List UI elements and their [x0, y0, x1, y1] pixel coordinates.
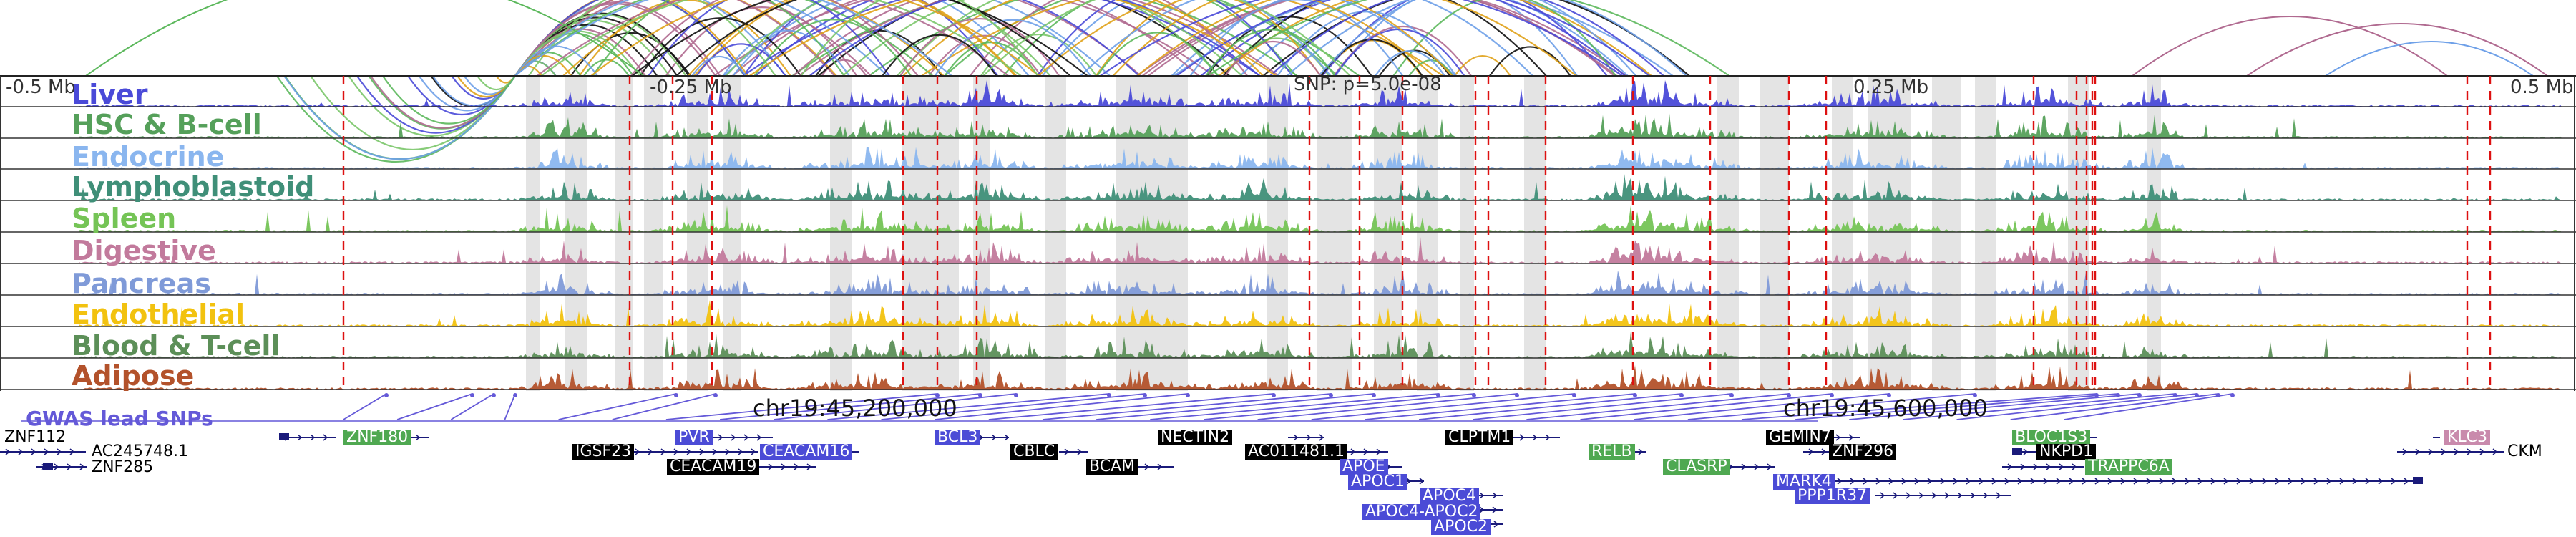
track-label-lymphoblastoid: Lymphoblastoid — [72, 171, 315, 203]
track-label-adipose: Adipose — [72, 360, 195, 392]
gene-label-klc3[interactable]: KLC3 — [2444, 430, 2491, 445]
gene-label-nkpd1[interactable]: NKPD1 — [2036, 444, 2097, 460]
coord-right: 0.5 Mb — [2510, 77, 2574, 98]
gene-label-znf285[interactable]: ZNF285 — [92, 458, 154, 476]
gene-label-apoc2[interactable]: APOC2 — [1431, 519, 1491, 535]
coord-snp: SNP: p=5.0e-08 — [1294, 74, 1442, 95]
track-label-endocrine: Endocrine — [72, 141, 225, 173]
gene-label-ckm[interactable]: CKM — [2507, 442, 2542, 460]
track-label-hsc-b-cell: HSC & B-cell — [72, 109, 262, 140]
track-label-pancreas: Pancreas — [72, 268, 211, 299]
coord-minus-025: -0.25 Mb — [650, 77, 732, 98]
gene-label-clasrp[interactable]: CLASRP — [1663, 459, 1730, 475]
gene-label-trappc6a[interactable]: TRAPPC6A — [2085, 459, 2172, 475]
track-label-spleen: Spleen — [72, 203, 177, 234]
gene-label-apoc4[interactable]: APOC4 — [1420, 488, 1479, 504]
gene-label-cblc[interactable]: CBLC — [1010, 444, 1058, 460]
gene-label-ac011481-1[interactable]: AC011481.1 — [1245, 444, 1347, 460]
gene-label-ppp1r37[interactable]: PPP1R37 — [1795, 488, 1870, 504]
track-label-endothelial: Endothelial — [72, 299, 245, 330]
track-label-blood-t-cell: Blood & T-cell — [72, 330, 280, 362]
gene-label-bloc1s3[interactable]: BLOC1S3 — [2012, 430, 2091, 445]
chr-coordinate-b: chr19:45,600,000 — [1783, 395, 1988, 422]
gene-label-ceacam19[interactable]: CEACAM19 — [667, 459, 760, 475]
track-label-digestive: Digestive — [72, 235, 216, 266]
gene-label-bcam[interactable]: BCAM — [1086, 459, 1138, 475]
gene-label-znf180[interactable]: ZNF180 — [343, 430, 411, 445]
gene-label-apoe[interactable]: APOE — [1340, 459, 1388, 475]
gene-label-ac245748-1[interactable]: AC245748.1 — [92, 442, 188, 460]
gene-label-ceacam16[interactable]: CEACAM16 — [760, 444, 853, 460]
coord-left: -0.5 Mb — [6, 77, 76, 98]
track-label-liver: Liver — [72, 79, 148, 110]
gene-label-pvr[interactable]: PVR — [675, 430, 713, 445]
gene-label-bcl3[interactable]: BCL3 — [935, 430, 981, 445]
gene-label-apoc1[interactable]: APOC1 — [1348, 474, 1407, 490]
chr-coordinate-a: chr19:45,200,000 — [753, 395, 957, 422]
gene-label-clptm1[interactable]: CLPTM1 — [1445, 430, 1514, 445]
gene-label-gemin7[interactable]: GEMIN7 — [1766, 430, 1834, 445]
gwas-track-label: GWAS lead SNPs — [26, 407, 213, 430]
gene-label-znf112[interactable]: ZNF112 — [4, 428, 67, 446]
gene-label-igsf23[interactable]: IGSF23 — [572, 444, 635, 460]
gene-label-apoc4-apoc2[interactable]: APOC4-APOC2 — [1362, 504, 1481, 520]
gene-label-mark4[interactable]: MARK4 — [1773, 474, 1835, 490]
gene-label-nectin2[interactable]: NECTIN2 — [1158, 430, 1233, 445]
gene-label-relb[interactable]: RELB — [1589, 444, 1635, 460]
gene-label-znf296[interactable]: ZNF296 — [1829, 444, 1897, 460]
coord-plus-025: 0.25 Mb — [1853, 77, 1929, 98]
